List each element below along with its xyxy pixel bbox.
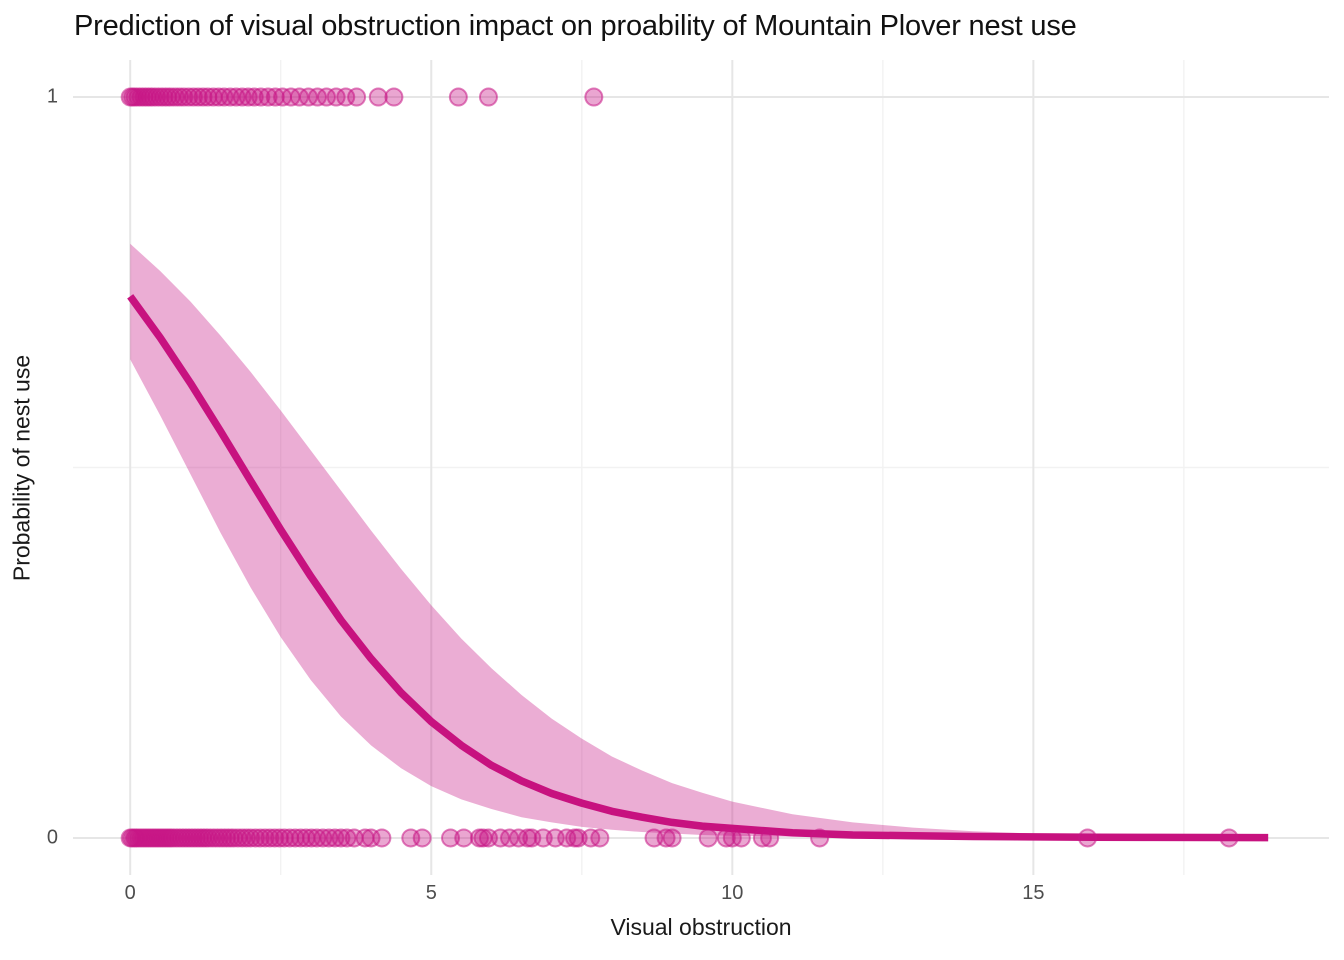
scatter-point-nest-unused <box>731 828 751 848</box>
scatter-point-nest-used <box>448 87 468 107</box>
scatter-point-nest-used <box>478 87 498 107</box>
x-axis-title: Visual obstruction <box>610 914 792 940</box>
scatter-point-nest-unused <box>454 828 474 848</box>
scatter-point-nest-unused <box>245 828 265 848</box>
x-tick-label: 15 <box>1022 882 1045 904</box>
scatter-point-nest-unused <box>265 828 285 848</box>
scatter-point-nest-unused <box>698 828 718 848</box>
x-tick-label: 10 <box>721 882 744 904</box>
scatter-point-nest-used <box>584 87 604 107</box>
scatter-point-nest-unused <box>662 828 682 848</box>
scatter-point-nest-unused <box>270 828 290 848</box>
scatter-point-nest-unused <box>337 828 357 848</box>
scatter-point-nest-unused <box>810 828 830 848</box>
scatter-point-nest-unused <box>255 828 275 848</box>
scatter-point-nest-used <box>258 87 278 107</box>
scatter-point-nest-used <box>384 87 404 107</box>
scatter-point-nest-unused <box>331 828 351 848</box>
scatter-point-nest-used <box>179 87 199 107</box>
scatter-point-nest-used <box>326 87 346 107</box>
scatter-point-nest-unused <box>441 828 461 848</box>
x-tick-label: 0 <box>124 882 136 904</box>
scatter-point-nest-used <box>368 87 388 107</box>
x-tick-label: 5 <box>425 882 437 904</box>
scatter-point-nest-used <box>316 87 336 107</box>
scatter-point-nest-used <box>265 87 285 107</box>
scatter-point-nest-unused <box>260 828 280 848</box>
scatter-point-nest-unused <box>372 828 392 848</box>
scatter-point-nest-unused <box>241 828 261 848</box>
scatter-point-nest-unused <box>1078 828 1098 848</box>
scatter-point-nest-unused <box>590 828 610 848</box>
y-axis-title: Probability of nest use <box>8 354 35 582</box>
scatter-point-nest-used <box>183 87 203 107</box>
scatter-point-nest-used <box>244 87 264 107</box>
scatter-point-nest-unused <box>250 828 270 848</box>
scatter-point-nest-unused <box>716 828 736 848</box>
plot-title: Prediction of visual obstruction impact … <box>74 10 1077 42</box>
scatter-point-nest-used <box>188 87 208 107</box>
fit-line <box>127 294 1269 842</box>
scatter-point-nest-used <box>347 87 367 107</box>
scatter-point-nest-unused <box>656 828 676 848</box>
scatter-point-nest-used <box>174 87 194 107</box>
scatter-point-nest-unused <box>412 828 432 848</box>
scatter-point-nest-unused <box>1219 828 1239 848</box>
confidence-band <box>130 243 1269 838</box>
scatter-point-nest-unused <box>752 828 772 848</box>
y-tick-label: 1 <box>46 85 58 108</box>
scatter-point-nest-unused <box>760 828 780 848</box>
y-tick-label: 0 <box>46 826 58 849</box>
scatter-point-nest-used <box>251 87 271 107</box>
scatter-point-nest-used <box>193 87 213 107</box>
